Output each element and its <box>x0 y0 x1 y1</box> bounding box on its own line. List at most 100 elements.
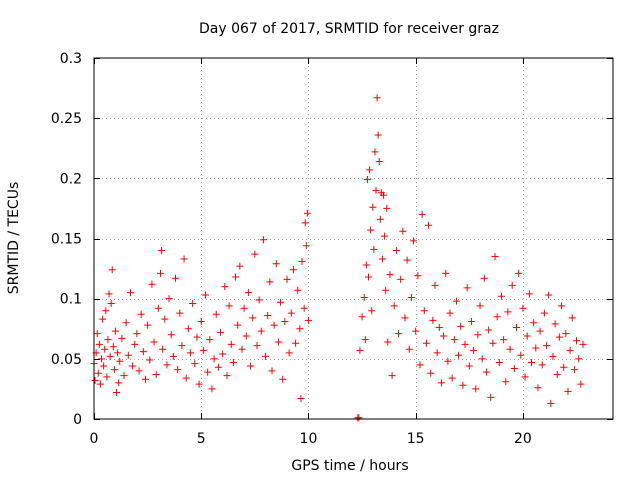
data-point <box>528 358 536 366</box>
data-point <box>370 245 378 253</box>
data-point <box>300 304 308 312</box>
data-point <box>289 266 297 274</box>
data-point <box>167 331 175 339</box>
y-axis-title: SRMTID / TECUs <box>6 182 22 295</box>
data-point <box>474 331 482 339</box>
data-point <box>545 291 553 299</box>
data-point <box>272 260 280 268</box>
data-point <box>297 395 305 403</box>
data-point <box>422 339 430 347</box>
data-point <box>298 257 306 265</box>
data-point <box>497 292 505 300</box>
data-point <box>375 157 383 165</box>
data-point <box>195 380 203 388</box>
data-point <box>502 378 510 386</box>
data-point <box>372 186 380 194</box>
data-point <box>575 355 583 363</box>
data-point <box>144 321 152 329</box>
data-point <box>262 352 270 360</box>
data-point <box>392 247 400 255</box>
data-point <box>129 362 137 370</box>
data-point <box>491 253 499 261</box>
data-point <box>383 204 391 212</box>
data-point <box>440 332 448 340</box>
data-point <box>283 275 291 283</box>
data-point <box>217 328 225 336</box>
data-point <box>566 346 574 354</box>
data-point <box>189 299 197 307</box>
data-point <box>538 361 546 369</box>
data-point <box>504 308 512 316</box>
data-point <box>365 273 373 281</box>
data-point <box>523 332 531 340</box>
data-point <box>259 236 267 244</box>
data-point <box>410 237 418 245</box>
data-point <box>543 342 551 350</box>
data-point <box>374 131 382 139</box>
data-point <box>301 219 309 227</box>
data-point <box>104 336 112 344</box>
data-point <box>238 345 246 353</box>
data-point <box>444 357 452 365</box>
data-point <box>493 313 501 321</box>
data-point <box>358 313 366 321</box>
data-point <box>115 379 123 387</box>
data-point <box>214 363 222 371</box>
data-point <box>135 367 143 375</box>
data-point <box>459 381 467 389</box>
data-point <box>187 349 195 357</box>
data-point <box>384 338 392 346</box>
data-point <box>506 345 514 353</box>
data-point <box>141 375 149 383</box>
data-point <box>356 346 364 354</box>
data-point <box>500 336 508 344</box>
data-point <box>363 176 371 184</box>
data-point <box>106 352 114 360</box>
data-point <box>163 361 171 369</box>
data-point <box>442 269 450 277</box>
data-point <box>555 333 563 341</box>
data-point <box>485 326 493 334</box>
data-point <box>405 345 413 353</box>
data-point <box>191 360 199 368</box>
data-point <box>560 363 568 371</box>
data-point <box>452 297 460 305</box>
chart-title: Day 067 of 2017, SRMTID for receiver gra… <box>199 21 499 37</box>
data-point <box>495 358 503 366</box>
data-point <box>558 302 566 310</box>
data-point <box>512 324 520 332</box>
data-point <box>294 286 302 294</box>
data-point <box>420 307 428 315</box>
data-point <box>227 340 235 348</box>
y-tick-label: 0 <box>73 412 82 428</box>
data-point <box>412 327 420 335</box>
data-point <box>465 362 473 370</box>
y-tick-label: 0.1 <box>60 292 82 308</box>
data-point <box>159 345 167 353</box>
data-point <box>373 94 381 102</box>
data-point <box>429 316 437 324</box>
data-point <box>103 373 111 381</box>
data-point <box>137 310 145 318</box>
x-tick-labels: 0 5 10 15 20 <box>90 431 532 447</box>
y-tick-labels: 0 0.05 0.1 0.15 0.2 0.25 0.3 <box>51 51 82 428</box>
data-point <box>210 355 218 363</box>
data-point <box>208 385 216 393</box>
data-point <box>110 366 118 374</box>
y-tick-label: 0.25 <box>51 111 82 127</box>
data-point <box>540 309 548 317</box>
y-tick-label: 0.3 <box>60 51 82 67</box>
data-point <box>148 280 156 288</box>
data-point <box>270 321 278 329</box>
data-point <box>253 342 261 350</box>
data-point <box>193 333 201 341</box>
data-point <box>255 296 263 304</box>
data-point <box>425 221 433 229</box>
data-point <box>229 358 237 366</box>
data-point <box>395 330 403 338</box>
data-point <box>461 340 469 348</box>
data-point <box>361 336 369 344</box>
data-point <box>279 375 287 383</box>
data-point <box>118 334 126 342</box>
plot-frame <box>93 57 614 420</box>
